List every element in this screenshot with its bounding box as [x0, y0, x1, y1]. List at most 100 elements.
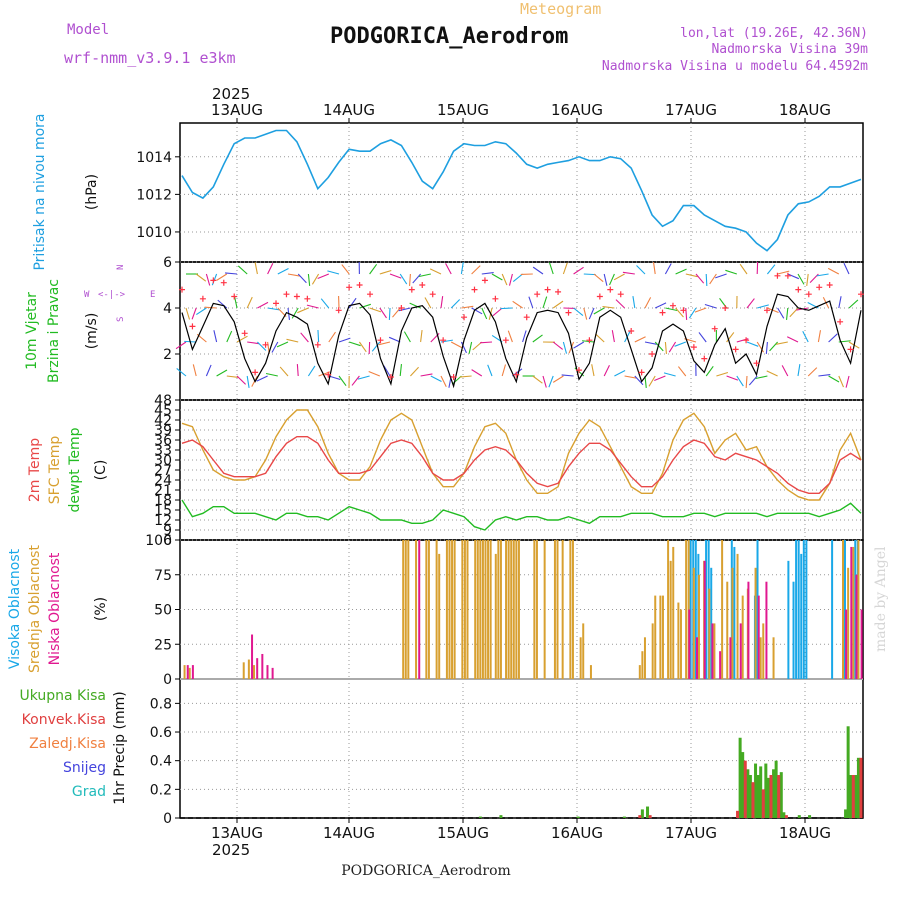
y-tick-label: 12 [154, 513, 172, 529]
wind-arrow [297, 273, 307, 284]
wind-arrow [491, 273, 503, 281]
wind-arrow [552, 341, 563, 350]
wind-arrow [746, 298, 755, 309]
wind-arrow [725, 269, 737, 275]
top-year: 2025 [212, 85, 250, 103]
dewpoint-line [181, 499, 862, 531]
wind-arrow [267, 262, 274, 275]
wind-unit: (m/s) [84, 313, 100, 350]
day-label-bottom: 15AUG [437, 824, 489, 842]
cloud-bar [843, 540, 846, 679]
wind-arrow [675, 307, 684, 318]
compass: N W <-|-> E S [84, 265, 155, 322]
cloud-bar [860, 609, 863, 679]
wind-arrow [698, 332, 707, 343]
wind-arrow [838, 296, 842, 309]
y-tick-label: 25 [154, 637, 172, 653]
gust-marker [346, 284, 353, 291]
cloud-bar [654, 595, 657, 679]
gust-marker [847, 346, 854, 353]
wind-arrow [765, 341, 768, 355]
y-tick-label: 1010 [136, 225, 172, 241]
wind-arrow [213, 330, 218, 343]
wind-arrow [279, 366, 289, 377]
y-tick-label: 0 [163, 811, 172, 827]
gust-marker [210, 277, 217, 284]
wind-axis-label: 10m Vjetar [24, 292, 40, 370]
cloud-bar [855, 574, 858, 679]
wind-arrow [317, 329, 320, 343]
wind-arrow [176, 368, 187, 377]
wind-arrow [663, 372, 676, 377]
gust-marker [596, 293, 603, 300]
cloud-bar [435, 540, 438, 679]
wind-arrow [695, 273, 705, 284]
wind-arrow [573, 266, 584, 275]
gust-marker [795, 286, 802, 293]
y-tick-label: 0 [163, 672, 172, 688]
panel-frame [179, 261, 864, 401]
gust-marker [837, 318, 844, 325]
precip-bar [736, 810, 740, 818]
day-label-bottom: 13AUG [211, 824, 263, 842]
cloud-bar [487, 540, 490, 679]
gust-marker [534, 291, 541, 298]
y-tick-label: 27 [154, 463, 172, 479]
cloud-bar [256, 658, 259, 679]
day-label-top: 16AUG [551, 101, 603, 119]
wind-arrow [357, 375, 370, 380]
wind-arrow [746, 341, 759, 347]
cloud-bar [188, 667, 191, 679]
gust-marker [241, 330, 248, 337]
lonlat-label: lon,lat (19.26E, 42.36N) [680, 26, 868, 41]
compass-arrows: <-|-> [98, 290, 126, 300]
wind-arrow [602, 305, 615, 309]
side-labels: N W <-|-> E S Pritisak na nivou mora (hPa) 10m … [7, 113, 155, 804]
wind-arrow [328, 331, 336, 343]
wind-arrow [226, 330, 233, 343]
wind-arrow [247, 341, 260, 345]
wind-arrow [246, 296, 253, 309]
cloud-bar [651, 623, 654, 679]
wind-arrow [440, 375, 447, 388]
cloud-bar [427, 540, 430, 679]
precip-bar [766, 777, 770, 818]
cloud-bar [407, 540, 410, 679]
compass-n: N [116, 265, 126, 270]
gust-marker [690, 344, 697, 351]
precip-bar [851, 775, 855, 818]
gust-marker [387, 374, 394, 380]
cloud-bar [689, 540, 692, 679]
precip-legend-item: Grad [72, 784, 106, 800]
precip-bar [856, 757, 860, 818]
wind-arrow [216, 369, 228, 377]
wind-arrow [487, 364, 493, 377]
cloud-unit: (%) [93, 597, 109, 621]
y-tick-label: 39 [154, 423, 172, 439]
gust-marker [555, 288, 562, 295]
cloud-bar [448, 540, 451, 679]
precip-bar [738, 737, 742, 818]
wind-arrow [267, 307, 280, 311]
wind-arrow [418, 273, 431, 278]
precip-bar [576, 816, 580, 818]
wind-arrow [756, 341, 765, 353]
cloud-bar [667, 540, 670, 679]
cloud-bar [669, 560, 672, 679]
day-label-bottom: 14AUG [323, 824, 375, 842]
wind-arrow [512, 300, 523, 309]
wind-arrow [689, 307, 697, 319]
wind-arrow [358, 341, 367, 353]
cloud-bar [756, 540, 759, 679]
y-tick-label: 6 [163, 255, 172, 271]
wind-arrow [838, 375, 844, 388]
gust-marker [377, 337, 384, 344]
cloud-bar [747, 581, 750, 679]
y-tick-label: 100 [145, 533, 172, 549]
compass-e: E [150, 290, 155, 300]
cloud-bar [474, 540, 477, 679]
panel-frame [179, 122, 864, 263]
wind-arrow [399, 273, 408, 285]
precip-bar [648, 815, 652, 818]
gust-marker [492, 295, 499, 302]
